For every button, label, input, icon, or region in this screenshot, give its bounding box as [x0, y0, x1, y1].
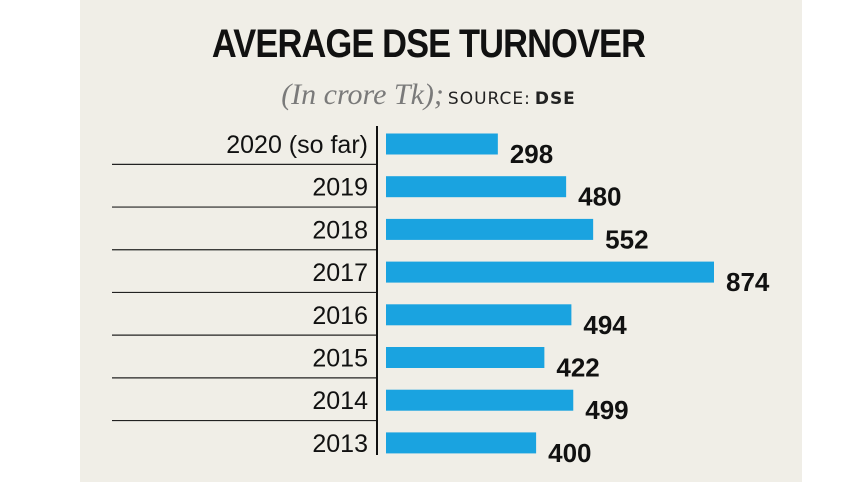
bar	[386, 432, 537, 454]
bar	[386, 261, 714, 283]
bar	[386, 389, 574, 411]
category-label: 2018	[312, 216, 368, 244]
bar	[386, 218, 594, 240]
chart-subtitle: (In crore Tk); SOURCE: DSE	[0, 78, 857, 112]
bar	[386, 347, 545, 368]
value-label: 552	[605, 224, 648, 254]
chart-title: AVERAGE DSE TURNOVER	[211, 22, 646, 66]
category-label: 2017	[312, 259, 368, 287]
value-label: 400	[548, 438, 591, 468]
bar	[386, 304, 572, 326]
value-label: 499	[585, 395, 628, 425]
category-label: 2013	[312, 430, 368, 458]
value-label: 874	[726, 267, 770, 297]
bar	[386, 176, 567, 198]
value-label: 298	[510, 139, 553, 169]
category-label: 2016	[312, 302, 368, 330]
category-label: 2019	[312, 174, 368, 202]
category-label: 2015	[312, 345, 368, 373]
category-label: 2014	[312, 387, 368, 415]
category-label: 2020 (so far)	[226, 131, 368, 159]
value-label: 494	[583, 310, 627, 340]
value-label: 422	[556, 353, 599, 383]
source-label: SOURCE:	[447, 89, 531, 109]
source-name: DSE	[534, 89, 576, 109]
unit-note: (In crore Tk);	[281, 78, 444, 111]
value-label: 480	[578, 182, 621, 212]
bar	[386, 133, 498, 155]
